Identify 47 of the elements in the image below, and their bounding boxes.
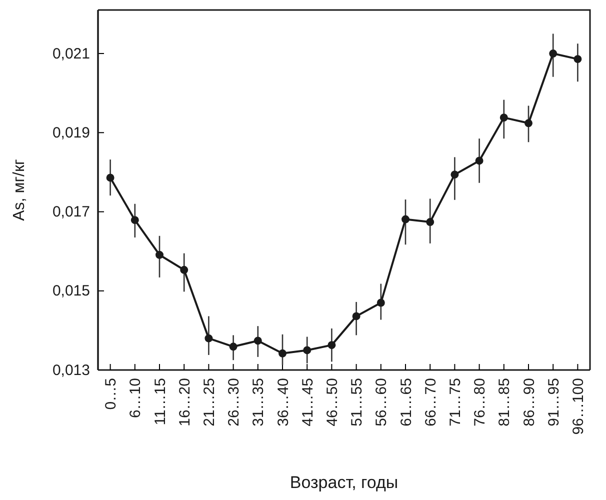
point (352, 312, 360, 320)
x-tick-label: 16…20 (176, 378, 194, 426)
x-tick-label: 31…35 (250, 378, 268, 426)
x-tick-label: 26…30 (226, 378, 243, 426)
point (475, 156, 484, 165)
point (180, 266, 188, 274)
x-tick-label: 76…80 (472, 378, 489, 426)
x-tick-label: 96…100 (570, 378, 587, 435)
y-tick-label: 0,021 (52, 45, 90, 62)
x-tick-label: 61…65 (398, 378, 415, 426)
x-tick-label: 56…60 (373, 378, 390, 426)
point (254, 336, 262, 345)
x-tick-label: 6…10 (127, 378, 144, 418)
x-tick-label: 81…85 (496, 378, 514, 426)
y-tick-label: 0,013 (52, 362, 90, 379)
x-tick-label: 0…5 (102, 378, 120, 410)
x-tick-label: 71…75 (446, 378, 464, 426)
point (402, 215, 410, 224)
x-tick-label: 11…15 (152, 378, 169, 426)
point (130, 216, 139, 224)
y-tick-label: 0,015 (52, 282, 90, 300)
point (426, 218, 434, 226)
x-axis-title: Возраст, годы (290, 473, 398, 492)
x-tick-label: 41…45 (299, 378, 316, 426)
point (156, 250, 164, 259)
y-tick-label: 0,019 (52, 124, 90, 142)
x-tick-label: 36…40 (274, 378, 292, 426)
y-axis-title: As, мг/кг (11, 159, 28, 221)
x-tick-label: 51…55 (348, 378, 366, 426)
point (204, 334, 213, 342)
point (278, 349, 286, 358)
point (328, 341, 336, 350)
point (524, 119, 532, 128)
point (549, 50, 558, 58)
x-tick-label: 91…95 (545, 378, 562, 426)
point (450, 170, 459, 179)
point (574, 55, 582, 64)
point (106, 174, 114, 182)
point (303, 346, 312, 354)
x-tick-label: 21…25 (200, 378, 218, 426)
point (229, 342, 238, 351)
point (500, 114, 508, 122)
y-tick-label: 0,017 (52, 204, 90, 221)
point (376, 298, 385, 307)
x-tick-label: 46…50 (324, 378, 341, 426)
x-tick-label: 66…70 (422, 378, 440, 426)
x-tick-label: 86…90 (520, 378, 538, 426)
